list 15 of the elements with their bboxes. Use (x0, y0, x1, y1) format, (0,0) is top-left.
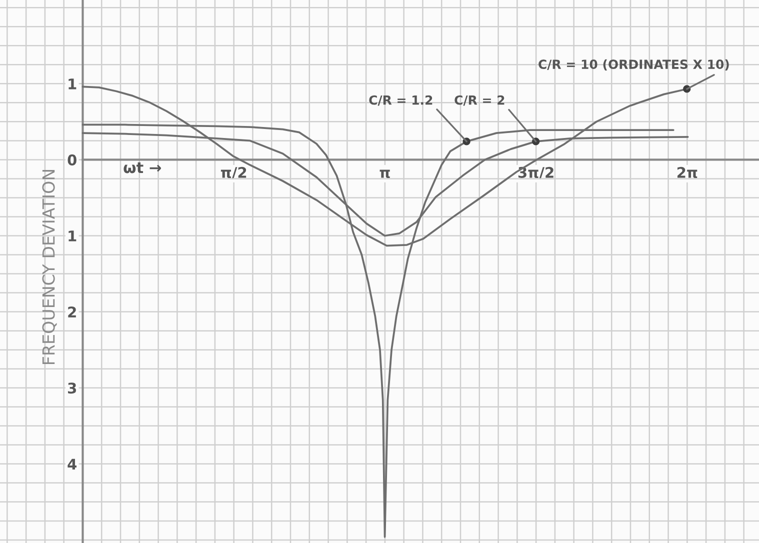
annotation: C/R = 1.2 (369, 95, 432, 106)
x-axis-title: ωt → (124, 162, 161, 174)
y-tick-label: 4 (68, 458, 77, 470)
y-tick-label: 3 (68, 382, 76, 394)
annotation: C/R = 10 (ORDINATES X 10) (538, 59, 729, 70)
y-tick-label: 0 (68, 154, 76, 166)
y-axis-title: FREQUENCY DEVIATION (42, 170, 57, 364)
x-tick-label: 3π/2 (518, 166, 554, 180)
x-tick-label: 2π (677, 166, 698, 178)
y-tick-label: 1 (68, 230, 76, 242)
y-tick-label: 2 (68, 306, 76, 318)
annotation: C/R = 2 (454, 95, 504, 106)
x-tick-label: π (380, 170, 390, 178)
y-tick-label: 1 (68, 78, 76, 90)
x-tick-label: π/2 (220, 166, 246, 180)
